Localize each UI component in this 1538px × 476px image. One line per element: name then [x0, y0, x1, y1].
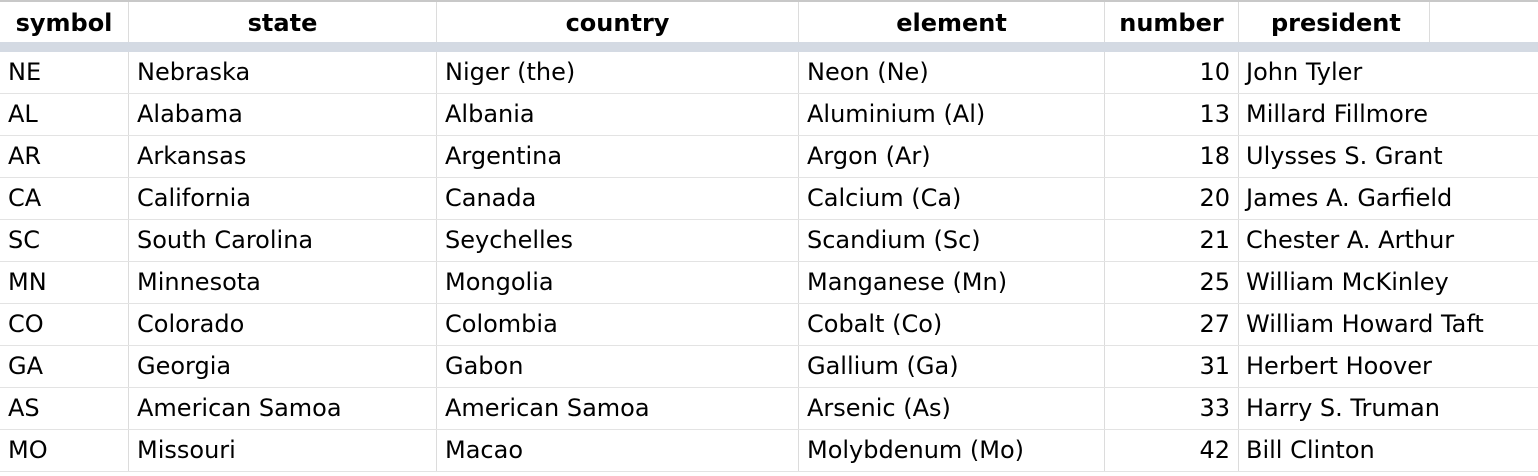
table-row: CO Colorado Colombia Cobalt (Co) 27 William H…: [0, 304, 1538, 346]
cell-number[interactable]: 31: [1105, 346, 1239, 387]
table-row: AS American Samoa American Samoa Arsenic (A…: [0, 388, 1538, 430]
cell-president[interactable]: William McKinley: [1246, 268, 1449, 296]
cell-symbol[interactable]: AS: [0, 388, 129, 429]
cell-empty[interactable]: [1430, 52, 1538, 93]
cell-country[interactable]: Gabon: [437, 346, 799, 387]
cell-state[interactable]: Georgia: [129, 346, 437, 387]
header-cell-president[interactable]: president: [1239, 2, 1430, 42]
table-row: NE Nebraska Niger (the) Neon (Ne) 10 John Tyl…: [0, 52, 1538, 94]
cell-number[interactable]: 27: [1105, 304, 1239, 345]
cell-country[interactable]: Macao: [437, 430, 799, 471]
cell-president[interactable]: Chester A. Arthur: [1246, 226, 1455, 254]
cell-number[interactable]: 18: [1105, 136, 1239, 177]
cell-number[interactable]: 25: [1105, 262, 1239, 303]
cell-element[interactable]: Cobalt (Co): [799, 304, 1105, 345]
header-row: symbol state country element number pres…: [0, 2, 1538, 42]
cell-country[interactable]: Canada: [437, 178, 799, 219]
cell-number[interactable]: 13: [1105, 94, 1239, 135]
cell-symbol[interactable]: MO: [0, 430, 129, 471]
cell-empty[interactable]: [1430, 136, 1538, 177]
cell-empty[interactable]: [1430, 94, 1538, 135]
cell-country[interactable]: Mongolia: [437, 262, 799, 303]
cell-empty[interactable]: [1430, 220, 1538, 261]
header-cell-element[interactable]: element: [799, 2, 1105, 42]
cell-state[interactable]: South Carolina: [129, 220, 437, 261]
cell-country[interactable]: Argentina: [437, 136, 799, 177]
cell-symbol[interactable]: AL: [0, 94, 129, 135]
cell-president[interactable]: William Howard Taft: [1246, 310, 1484, 338]
cell-number[interactable]: 21: [1105, 220, 1239, 261]
table-row: MO Missouri Macao Molybdenum (Mo) 42 Bill Cli…: [0, 430, 1538, 472]
cell-element[interactable]: Molybdenum (Mo): [799, 430, 1105, 471]
table-row: AL Alabama Albania Aluminium (Al) 13 Millard …: [0, 94, 1538, 136]
cell-element[interactable]: Manganese (Mn): [799, 262, 1105, 303]
cell-symbol[interactable]: CO: [0, 304, 129, 345]
top-border: [0, 0, 1538, 2]
table-row: CA California Canada Calcium (Ca) 20 James A.…: [0, 178, 1538, 220]
header-cell-symbol[interactable]: symbol: [0, 2, 129, 42]
header-cell-number[interactable]: number: [1105, 2, 1239, 42]
cell-country[interactable]: Niger (the): [437, 52, 799, 93]
cell-president[interactable]: Ulysses S. Grant: [1246, 142, 1443, 170]
cell-president[interactable]: John Tyler: [1246, 58, 1363, 86]
cell-president[interactable]: Herbert Hoover: [1246, 352, 1432, 380]
cell-country[interactable]: American Samoa: [437, 388, 799, 429]
table-row: GA Georgia Gabon Gallium (Ga) 31 Herbert Hoov…: [0, 346, 1538, 388]
cell-number[interactable]: 33: [1105, 388, 1239, 429]
cell-element[interactable]: Gallium (Ga): [799, 346, 1105, 387]
cell-state[interactable]: American Samoa: [129, 388, 437, 429]
cell-president[interactable]: James A. Garfield: [1246, 184, 1453, 212]
cell-number[interactable]: 42: [1105, 430, 1239, 471]
table-row: AR Arkansas Argentina Argon (Ar) 18 Ulysses S…: [0, 136, 1538, 178]
cell-element[interactable]: Arsenic (As): [799, 388, 1105, 429]
cell-country[interactable]: Albania: [437, 94, 799, 135]
cell-state[interactable]: Missouri: [129, 430, 437, 471]
cell-number[interactable]: 10: [1105, 52, 1239, 93]
cell-state[interactable]: California: [129, 178, 437, 219]
header-freeze-divider: [0, 42, 1538, 52]
table-row: SC South Carolina Seychelles Scandium (Sc) 2…: [0, 220, 1538, 262]
header-cell-state[interactable]: state: [129, 2, 437, 42]
table-body: NE Nebraska Niger (the) Neon (Ne) 10 John Tyl…: [0, 52, 1538, 472]
cell-president[interactable]: Harry S. Truman: [1246, 394, 1440, 422]
cell-state[interactable]: Minnesota: [129, 262, 437, 303]
cell-empty[interactable]: [1430, 262, 1538, 303]
header-cell-country[interactable]: country: [437, 2, 799, 42]
cell-president[interactable]: Bill Clinton: [1246, 436, 1375, 464]
cell-state[interactable]: Nebraska: [129, 52, 437, 93]
cell-element[interactable]: Argon (Ar): [799, 136, 1105, 177]
cell-empty[interactable]: [1430, 388, 1538, 429]
cell-element[interactable]: Calcium (Ca): [799, 178, 1105, 219]
cell-symbol[interactable]: MN: [0, 262, 129, 303]
cell-state[interactable]: Arkansas: [129, 136, 437, 177]
cell-empty[interactable]: [1430, 430, 1538, 471]
cell-country[interactable]: Colombia: [437, 304, 799, 345]
table-row: MN Minnesota Mongolia Manganese (Mn) 25 Willi…: [0, 262, 1538, 304]
cell-symbol[interactable]: AR: [0, 136, 129, 177]
cell-country[interactable]: Seychelles: [437, 220, 799, 261]
header-cell-empty[interactable]: [1430, 2, 1538, 42]
cell-symbol[interactable]: NE: [0, 52, 129, 93]
cell-number[interactable]: 20: [1105, 178, 1239, 219]
cell-president[interactable]: Millard Fillmore: [1246, 100, 1428, 128]
cell-state[interactable]: Alabama: [129, 94, 437, 135]
cell-element[interactable]: Neon (Ne): [799, 52, 1105, 93]
cell-state[interactable]: Colorado: [129, 304, 437, 345]
cell-symbol[interactable]: SC: [0, 220, 129, 261]
cell-empty[interactable]: [1430, 346, 1538, 387]
cell-element[interactable]: Scandium (Sc): [799, 220, 1105, 261]
cell-element[interactable]: Aluminium (Al): [799, 94, 1105, 135]
cell-symbol[interactable]: CA: [0, 178, 129, 219]
cell-empty[interactable]: [1430, 304, 1538, 345]
cell-symbol[interactable]: GA: [0, 346, 129, 387]
cell-empty[interactable]: [1430, 178, 1538, 219]
